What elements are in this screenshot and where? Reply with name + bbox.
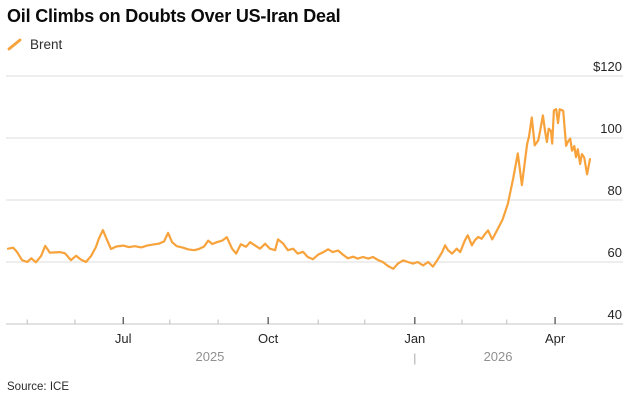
- page-title: Oil Climbs on Doubts Over US-Iran Deal: [7, 6, 341, 26]
- month-label: Apr: [545, 331, 566, 346]
- year-label: 2025: [195, 349, 224, 364]
- price-line: [6, 108, 592, 270]
- month-label: Jul: [115, 331, 132, 346]
- source-label: Source: ICE: [7, 381, 69, 393]
- chart-legend: Brent: [7, 36, 62, 52]
- line-swatch-icon: [7, 38, 22, 51]
- month-label: Jan: [404, 331, 425, 346]
- y-axis-label: $120: [593, 59, 622, 74]
- year-label: 2026: [484, 349, 513, 364]
- y-axis-label: 100: [600, 121, 622, 136]
- y-axis-label: 80: [608, 183, 622, 198]
- month-label: Oct: [258, 331, 279, 346]
- y-axis-label: 60: [608, 245, 622, 260]
- y-axis-label: 40: [608, 307, 622, 322]
- legend-series-label: Brent: [30, 36, 63, 52]
- year-divider: |: [413, 351, 416, 365]
